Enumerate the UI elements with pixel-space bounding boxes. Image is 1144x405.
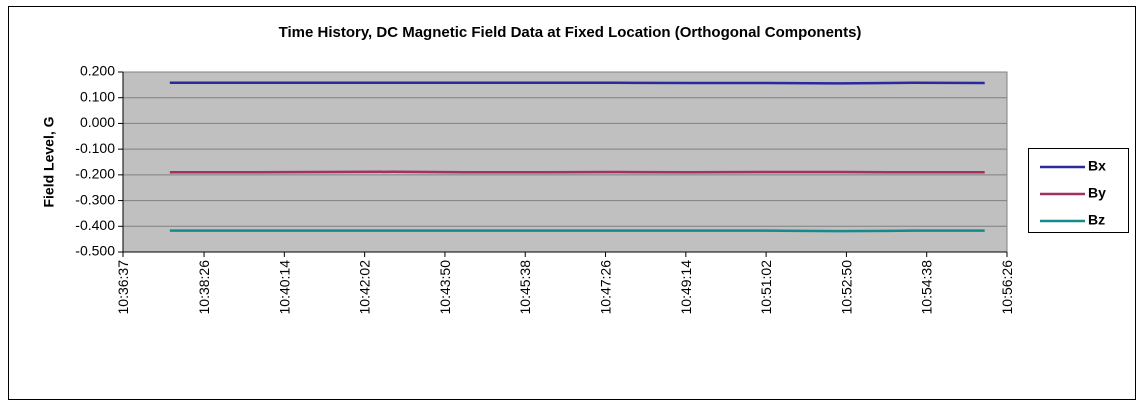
- legend-label: Bx: [1088, 158, 1106, 174]
- x-tick-label: 10:38:26: [196, 260, 212, 315]
- y-tick-label: 0.100: [80, 88, 115, 104]
- x-tick-label: 10:43:50: [437, 260, 453, 315]
- x-tick-label: 10:56:26: [999, 260, 1015, 315]
- x-tick-label: 10:42:02: [357, 260, 373, 315]
- plot-area: [122, 71, 1008, 253]
- x-tick-label: 10:47:26: [598, 260, 614, 315]
- chart-title: Time History, DC Magnetic Field Data at …: [279, 24, 862, 41]
- x-tick-label: 10:54:38: [919, 260, 935, 315]
- x-tick-label: 10:45:38: [517, 260, 533, 315]
- y-tick-label: -0.500: [75, 243, 115, 259]
- x-tick-label: 10:49:14: [678, 260, 694, 315]
- series-line: [169, 81, 985, 85]
- x-tick-label: 10:51:02: [758, 260, 774, 315]
- y-axis-label: Field Level, G: [41, 116, 57, 207]
- y-tick-label: -0.400: [75, 217, 115, 233]
- x-tick-label: 10:40:14: [276, 260, 292, 315]
- series-line: [169, 170, 985, 174]
- legend-label: By: [1088, 185, 1106, 201]
- y-tick-label: -0.100: [75, 140, 115, 156]
- y-tick-label: 0.200: [80, 63, 115, 79]
- legend-label: Bz: [1088, 212, 1105, 228]
- y-tick-label: -0.300: [75, 191, 115, 207]
- y-tick-label: 0.000: [80, 114, 115, 130]
- y-tick-label: -0.200: [75, 166, 115, 182]
- legend-box: [1028, 148, 1129, 233]
- series-line: [169, 229, 985, 233]
- x-tick-label: 10:52:50: [838, 260, 854, 315]
- x-tick-label: 10:36:37: [115, 260, 131, 315]
